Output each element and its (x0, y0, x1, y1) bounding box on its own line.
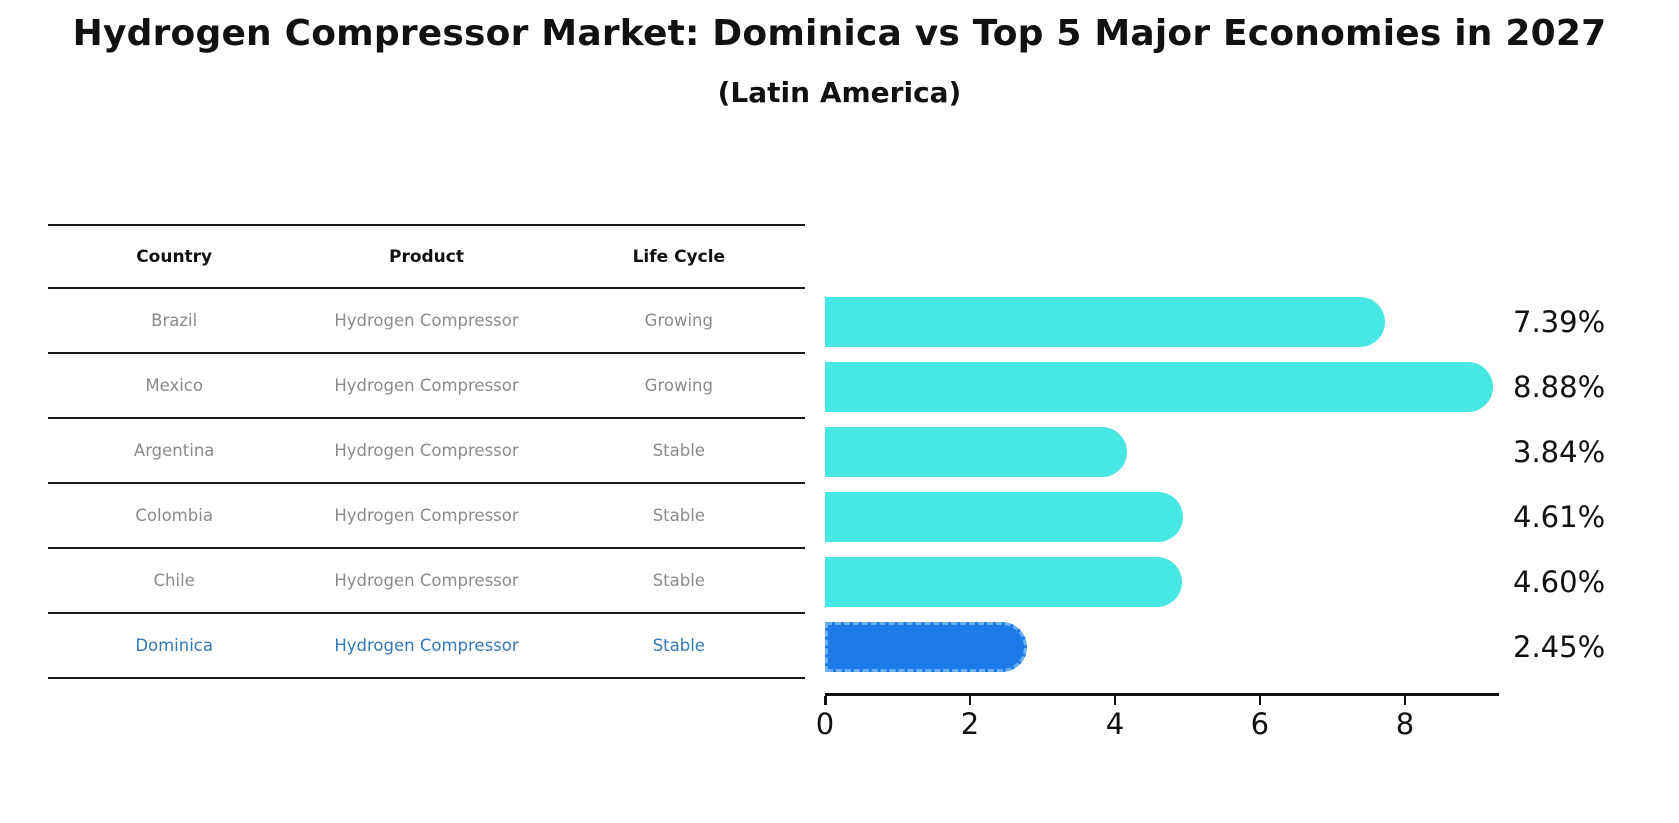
x-tick-label-6: 6 (1250, 707, 1270, 741)
cell-country: Argentina (133, 441, 215, 460)
x-tick-0 (824, 696, 827, 705)
bar-argentina (825, 426, 1128, 477)
cell-product: Hydrogen Compressor (334, 311, 519, 330)
table-row-dominica: Dominica Hydrogen Compressor Stable (48, 614, 805, 679)
x-tick-label-4: 4 (1105, 707, 1125, 741)
bar-colombia (825, 491, 1184, 542)
bar-dominica-highlight (825, 621, 1027, 672)
table-row-argentina: Argentina Hydrogen Compressor Stable (48, 419, 805, 484)
chart-subtitle: (Latin America) (717, 76, 962, 109)
cell-country: Brazil (151, 311, 198, 330)
bar-row-argentina (825, 419, 1497, 484)
cell-country: Chile (153, 571, 195, 590)
info-table: Country Product Life Cycle Brazil Hydrog… (48, 224, 805, 679)
value-label-colombia: 4.61% (1513, 499, 1606, 534)
x-tick-label-0: 0 (815, 707, 835, 741)
cell-product: Hydrogen Compressor (334, 506, 519, 525)
cell-life-cycle: Growing (644, 311, 713, 330)
cell-life-cycle: Stable (652, 506, 705, 525)
cell-country: Colombia (135, 506, 213, 525)
value-label-mexico: 8.88% (1513, 369, 1606, 404)
bar-chile (825, 556, 1183, 607)
cell-life-cycle: Stable (652, 636, 705, 655)
value-label-argentina: 3.84% (1513, 434, 1606, 469)
bar-mexico (825, 361, 1493, 412)
cell-product: Hydrogen Compressor (334, 571, 519, 590)
bar-row-chile (825, 549, 1497, 614)
value-label-dominica: 2.45% (1513, 629, 1606, 664)
bar-row-brazil (825, 289, 1497, 354)
table-row-brazil: Brazil Hydrogen Compressor Growing (48, 289, 805, 354)
x-tick-6 (1258, 696, 1262, 705)
table-row-chile: Chile Hydrogen Compressor Stable (48, 549, 805, 614)
x-tick-label-2: 2 (960, 707, 980, 741)
table-header-row: Country Product Life Cycle (48, 224, 805, 289)
bar-row-mexico (825, 354, 1497, 419)
x-tick-8 (1403, 696, 1407, 705)
table-header-life-cycle: Life Cycle (632, 246, 726, 267)
value-labels: 7.39% 8.88% 3.84% 4.61% 4.60% 2.45% (1513, 289, 1673, 679)
cell-life-cycle: Stable (652, 571, 705, 590)
cell-product: Hydrogen Compressor (334, 636, 519, 655)
x-tick-label-8: 8 (1395, 707, 1415, 741)
x-axis-line (825, 693, 1499, 696)
table-header-country: Country (136, 246, 213, 267)
cell-country: Dominica (135, 636, 213, 655)
value-label-brazil: 7.39% (1513, 304, 1606, 339)
bar-row-colombia (825, 484, 1497, 549)
cell-life-cycle: Stable (652, 441, 705, 460)
cell-product: Hydrogen Compressor (334, 376, 519, 395)
cell-product: Hydrogen Compressor (334, 441, 519, 460)
table-header-product: Product (388, 246, 464, 267)
bar-row-dominica (825, 614, 1497, 679)
table-row-mexico: Mexico Hydrogen Compressor Growing (48, 354, 805, 419)
cell-country: Mexico (145, 376, 203, 395)
x-tick-4 (1113, 696, 1117, 705)
value-label-chile: 4.60% (1513, 564, 1606, 599)
chart-title: Hydrogen Compressor Market: Dominica vs … (72, 13, 1607, 54)
bar-brazil (825, 296, 1385, 347)
table-row-colombia: Colombia Hydrogen Compressor Stable (48, 484, 805, 549)
bar-plot: 0 2 4 6 8 (816, 289, 1499, 741)
x-tick-2 (968, 696, 972, 705)
cell-life-cycle: Growing (644, 376, 713, 395)
